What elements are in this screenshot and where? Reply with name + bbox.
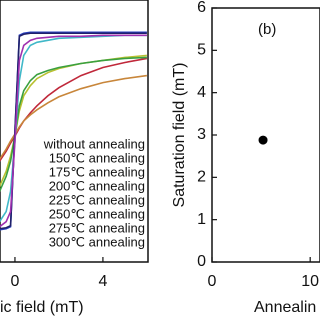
curve: [0, 74, 148, 160]
legend-entry: 150℃ annealing: [49, 150, 145, 165]
legend-entry: without annealing: [43, 136, 145, 151]
x-axis-label: ic field (mT): [0, 299, 84, 316]
legend-entry: 200℃ annealing: [49, 178, 145, 193]
plot-frame: [211, 7, 320, 263]
x-tick-label: 10: [301, 273, 319, 290]
plot-frame: [0, 0, 149, 263]
legend-entry: 250℃ annealing: [49, 206, 145, 221]
legend-entry: 175℃ annealing: [49, 164, 145, 179]
panel-label: (b): [258, 21, 276, 38]
x-axis-label: Annealin: [254, 299, 316, 316]
y-tick-label: 4: [197, 84, 206, 101]
curve: [0, 34, 147, 228]
legend-entry: 225℃ annealing: [49, 192, 145, 207]
x-tick-label: 4: [98, 273, 107, 290]
legend-entry: 275℃ annealing: [49, 220, 145, 235]
y-tick-label: 3: [197, 126, 206, 143]
y-tick-label: 1: [197, 211, 206, 228]
x-tick-label: 0: [11, 273, 20, 290]
curve: [0, 57, 148, 162]
y-tick-label: 5: [197, 42, 206, 59]
point: [258, 135, 268, 145]
y-tick-label: 2: [197, 169, 206, 186]
x-tick-label: 0: [208, 273, 217, 290]
y-tick-label: 6: [197, 0, 206, 16]
y-axis-label: Saturation field (mT): [171, 63, 188, 208]
legend-entry: 300℃ annealing: [49, 234, 145, 249]
y-tick-label: 0: [197, 253, 206, 270]
curve: [0, 34, 147, 223]
curve: [0, 56, 147, 192]
